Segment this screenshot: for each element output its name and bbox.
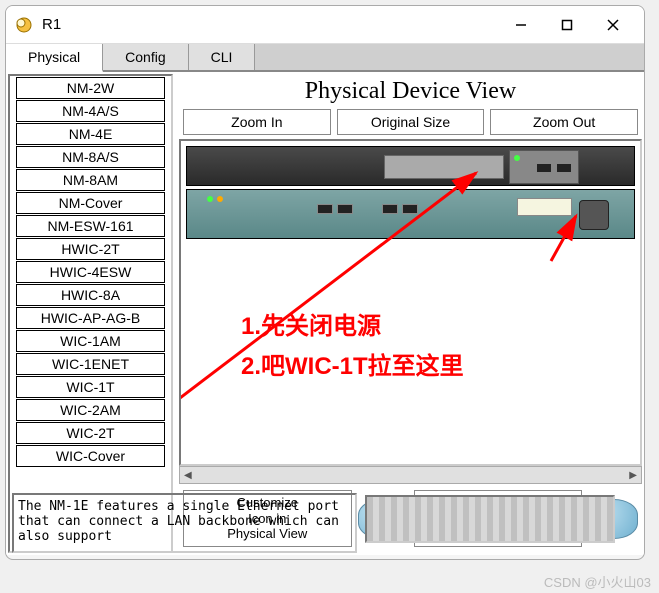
content-area: NM-2WNM-4A/SNM-4ENM-8A/SNM-8AMNM-CoverNM… [6,72,644,555]
led-icon [514,155,520,161]
minimize-button[interactable] [498,10,544,40]
port[interactable] [317,204,333,214]
module-item[interactable]: NM-2W [16,77,165,99]
annotation-text-2: 2.吧WIC-1T拉至这里 [241,346,464,381]
module-item[interactable]: NM-8A/S [16,146,165,168]
tab-config[interactable]: Config [103,44,188,70]
app-icon [14,15,34,35]
window-title: R1 [42,16,498,33]
ethernet-port[interactable] [556,163,572,173]
module-item[interactable]: HWIC-8A [16,284,165,306]
module-item[interactable]: NM-8AM [16,169,165,191]
module-item[interactable]: WIC-2AM [16,399,165,421]
module-item[interactable]: WIC-1T [16,376,165,398]
module-item[interactable]: WIC-1ENET [16,353,165,375]
module-item[interactable]: HWIC-2T [16,238,165,260]
ps-label [517,198,572,216]
device-view[interactable]: 1.先关闭电源 2.吧WIC-1T拉至这里 [179,139,642,466]
physical-view-title: Physical Device View [179,74,642,109]
chassis-bottom[interactable] [186,189,635,239]
port[interactable] [337,204,353,214]
port[interactable] [382,204,398,214]
power-switch[interactable] [579,200,609,230]
led-icon [217,196,223,202]
module-item[interactable]: WIC-1AM [16,330,165,352]
module-item[interactable]: WIC-Cover [16,445,165,467]
zoom-out-button[interactable]: Zoom Out [490,109,638,135]
titlebar: R1 [6,6,644,44]
tab-physical[interactable]: Physical [6,44,103,72]
scroll-right-icon[interactable]: ▶ [629,470,637,481]
module-list[interactable]: NM-2WNM-4A/SNM-4ENM-8A/SNM-8AMNM-CoverNM… [8,74,173,553]
module-item[interactable]: HWIC-AP-AG-B [16,307,165,329]
maximize-button[interactable] [544,10,590,40]
app-window: R1 Physical Config CLI NM-2WNM-4A/SNM-4E… [5,5,645,560]
chassis-top[interactable] [186,146,635,186]
zoom-controls: Zoom In Original Size Zoom Out [179,109,642,139]
tab-bar: Physical Config CLI [6,44,644,72]
original-size-button[interactable]: Original Size [337,109,485,135]
module-item[interactable]: HWIC-4ESW [16,261,165,283]
module-item[interactable]: WIC-2T [16,422,165,444]
ethernet-port[interactable] [536,163,552,173]
left-column: NM-2WNM-4A/SNM-4ENM-8A/SNM-8AMNM-CoverNM… [8,74,173,553]
bottom-row: The NM-1E features a single Ethernet por… [12,489,638,553]
tab-cli[interactable]: CLI [189,44,256,70]
module-slot-right[interactable] [509,150,579,184]
led-icon [207,196,213,202]
module-item[interactable]: NM-4E [16,123,165,145]
module-slot-top[interactable] [384,155,504,179]
watermark: CSDN @小火山03 [544,572,651,591]
zoom-in-button[interactable]: Zoom In [183,109,331,135]
scroll-left-icon[interactable]: ◀ [184,470,192,481]
module-thumbnail[interactable] [365,495,615,543]
module-item[interactable]: NM-Cover [16,192,165,214]
annotation-text-1: 1.先关闭电源 [241,306,381,341]
module-description: The NM-1E features a single Ethernet por… [12,493,357,553]
module-item[interactable]: NM-ESW-161 [16,215,165,237]
right-column: Physical Device View Zoom In Original Si… [173,74,642,553]
horizontal-scrollbar[interactable]: ◀▶ [179,466,642,484]
module-item[interactable]: NM-4A/S [16,100,165,122]
close-button[interactable] [590,10,636,40]
port[interactable] [402,204,418,214]
